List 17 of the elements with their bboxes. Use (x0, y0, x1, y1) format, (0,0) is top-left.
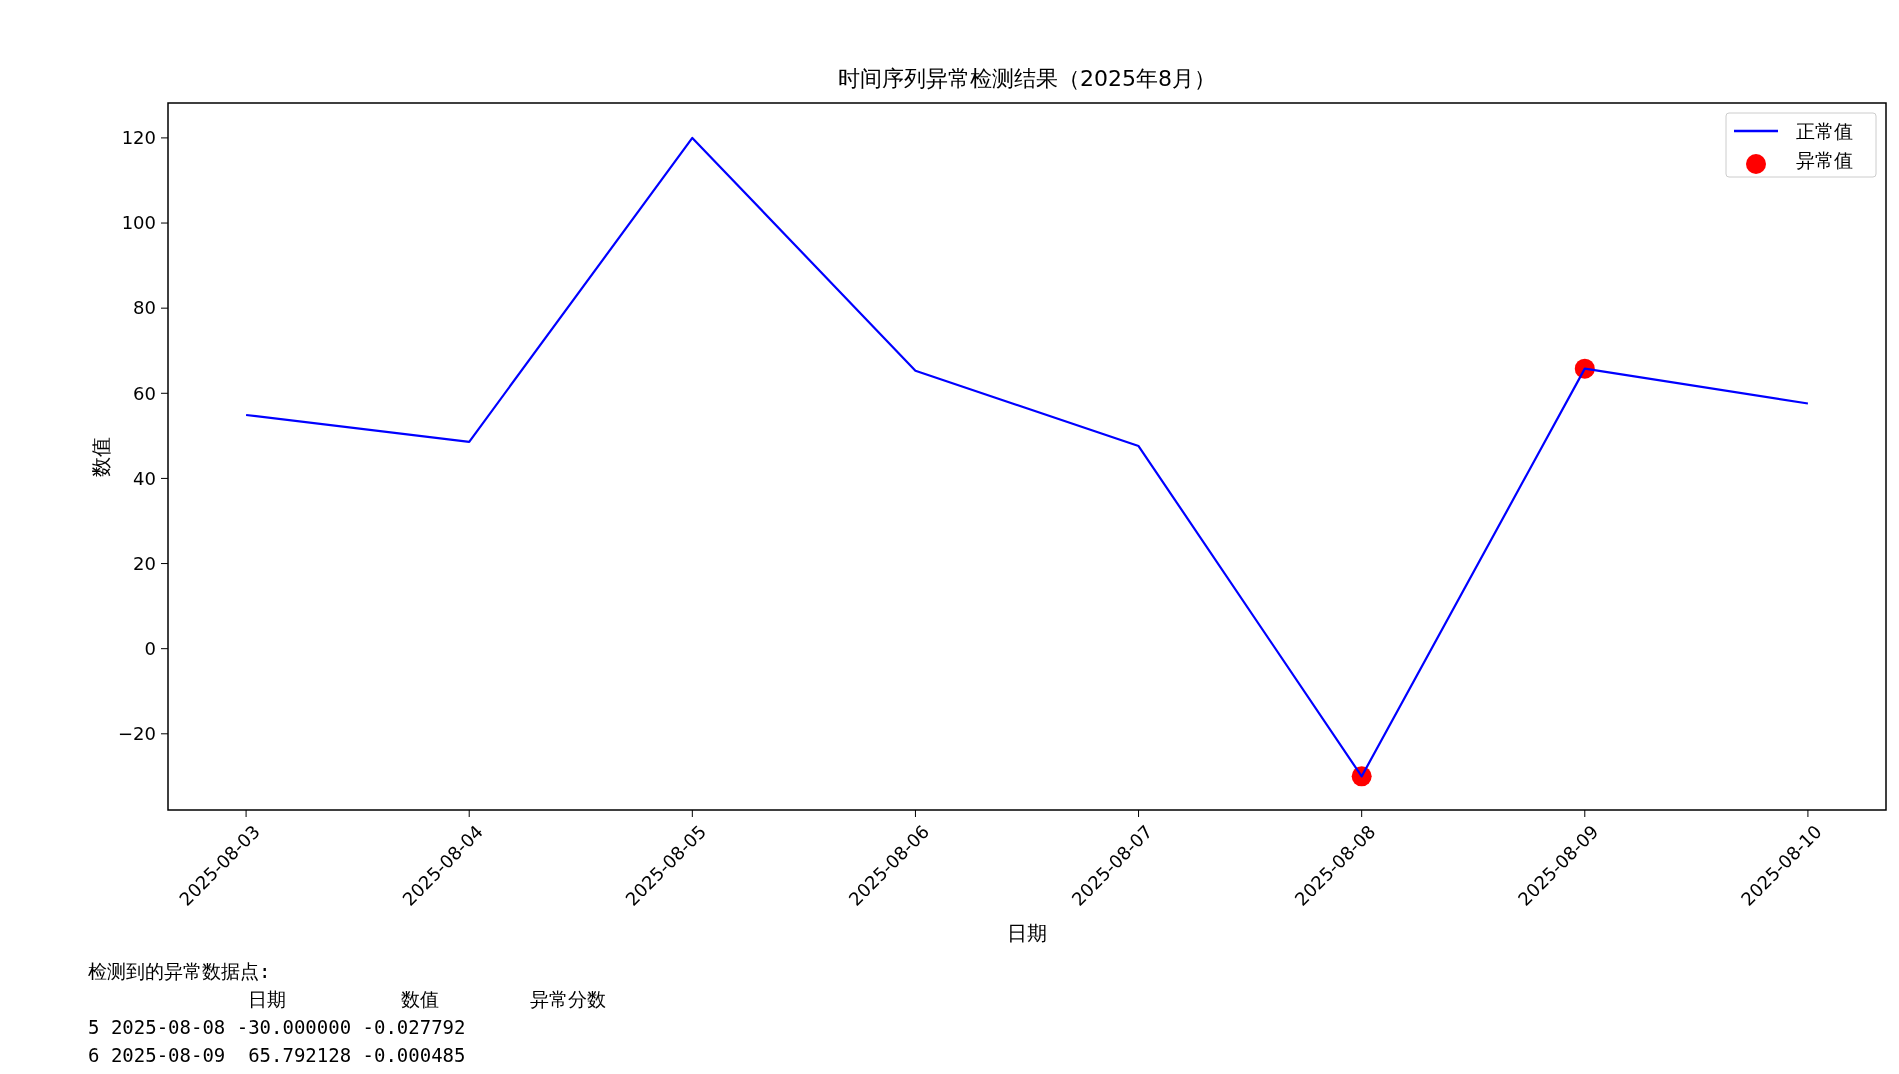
y-axis-title: 数值 (89, 436, 113, 477)
text: 5 2025-08-08 -30.000000 -0.027792 (88, 1016, 466, 1038)
legend-label: 正常值 (1796, 119, 1853, 142)
text: 6 2025-08-09 65.792128 -0.000485 (88, 1044, 466, 1066)
y-tick-label: 120 (121, 127, 156, 149)
y-tick-label: 0 (144, 637, 156, 659)
y-tick-label: 80 (133, 297, 156, 319)
text: 日期 数值 异常分数 (88, 988, 607, 1010)
legend-label: 异常值 (1796, 148, 1853, 171)
y-tick-label: 20 (133, 552, 156, 574)
y-tick-label: −20 (118, 723, 156, 745)
chart-title: 时间序列异常检测结果（2025年8月） (838, 66, 1216, 91)
y-tick-label: 100 (121, 212, 156, 234)
x-axis-title: 日期 (1007, 921, 1047, 945)
y-tick-label: 60 (133, 382, 156, 404)
y-tick-label: 40 (133, 467, 156, 489)
text: 检测到的异常数据点: (88, 960, 271, 982)
